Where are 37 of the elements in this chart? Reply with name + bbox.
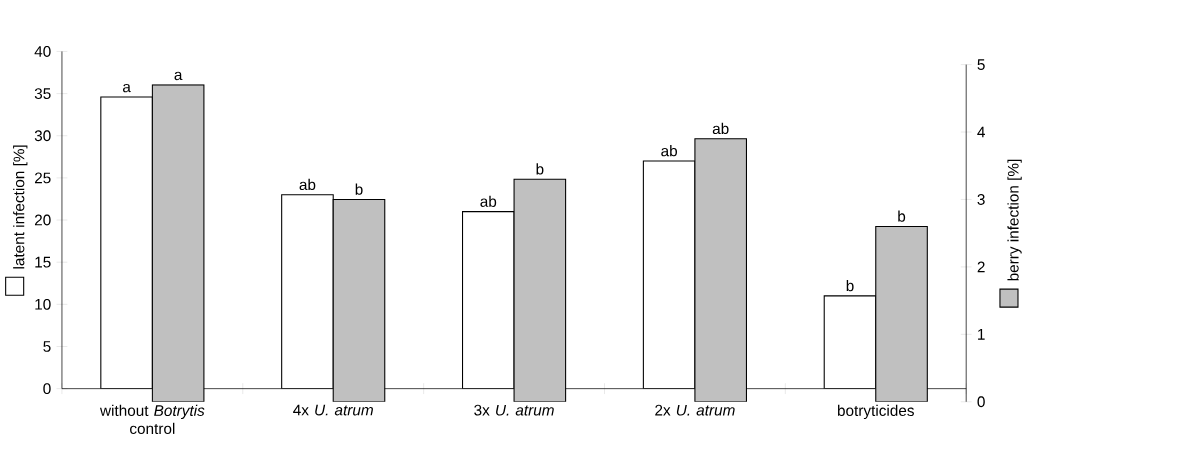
data-label: b — [846, 279, 854, 292]
data-label: ab — [712, 122, 729, 134]
y-tick-label: 0 — [43, 383, 51, 394]
data-label: a — [174, 71, 183, 80]
y2-tick-label: 0 — [977, 396, 985, 408]
y-tick-label: 5 — [43, 340, 51, 352]
data-label: a — [122, 83, 131, 93]
bar — [332, 198, 386, 402]
data-label: b — [355, 183, 363, 195]
x-tick-label: 3x U. atrum — [474, 404, 554, 416]
data-label: b — [536, 163, 544, 175]
bar — [151, 84, 205, 402]
y-tick-label: 25 — [34, 172, 51, 184]
y2-tick-label: 2 — [977, 261, 985, 273]
x-tick-label: botryticides — [838, 404, 914, 419]
bar — [513, 178, 567, 402]
data-label: ab — [661, 144, 678, 157]
bar — [694, 138, 747, 402]
data-label: ab — [480, 195, 497, 207]
y-tick-label: 10 — [35, 298, 51, 310]
y2-axis-title: berry infection [%] — [1007, 159, 1022, 281]
x-tick-label: without Botrytis control — [99, 404, 205, 434]
y-tick-label: 40 — [34, 45, 51, 57]
y-axis-title: latent infection [%] — [13, 145, 28, 269]
data-label: ab — [299, 178, 316, 190]
x-tick-label: 2x U. atrum — [655, 404, 735, 416]
y2-tick-label: 5 — [977, 59, 985, 70]
y-tick-label: 15 — [35, 256, 51, 268]
x-tick-label: 4x U. atrum — [293, 404, 373, 416]
y2-tick-label: 3 — [977, 193, 985, 205]
bar — [875, 225, 928, 402]
y2-tick-label: 1 — [978, 328, 985, 340]
data-label: b — [898, 210, 906, 222]
y-tick-label: 35 — [34, 87, 51, 99]
y2-tick-label: 4 — [977, 126, 985, 138]
y-tick-label: 30 — [34, 130, 51, 141]
y-tick-label: 20 — [34, 214, 51, 226]
